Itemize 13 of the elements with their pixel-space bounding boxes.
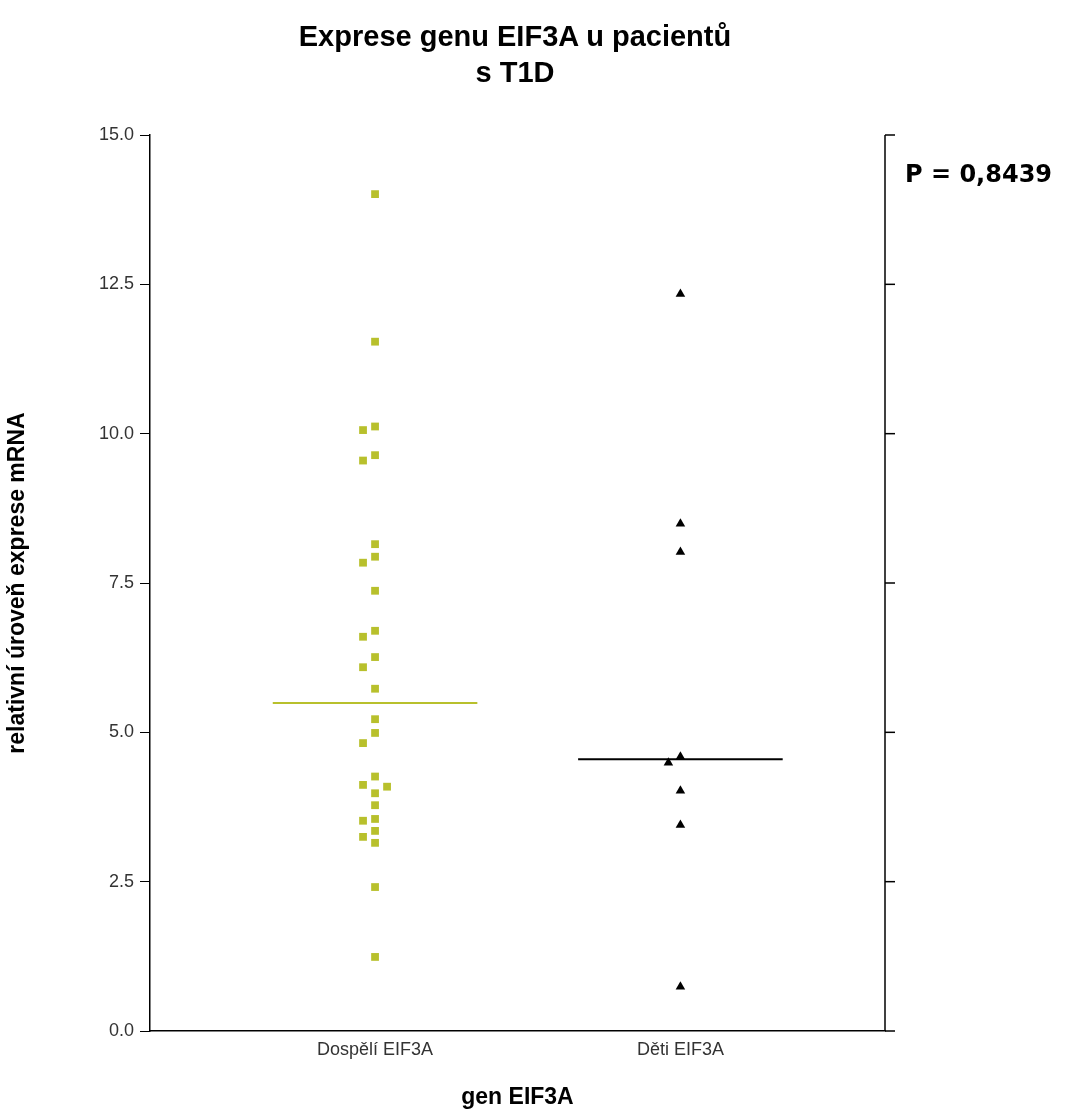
y-axis-title: relativní úroveň exprese mRNA <box>3 412 30 754</box>
chart-title: Exprese genu EIF3A u pacientů s T1D <box>297 19 733 90</box>
y-tick-label: 5.0 <box>108 721 134 742</box>
y-tick-label: 10.0 <box>98 422 134 443</box>
x-tick-label: Dospělí EIF3A <box>317 1038 434 1059</box>
y-tick-label: 12.5 <box>98 273 134 294</box>
y-tick-label: 7.5 <box>108 571 134 592</box>
y-tick-label: 15.0 <box>98 123 134 144</box>
x-tick-label: Děti EIF3A <box>636 1038 724 1059</box>
y-tick-label: 2.5 <box>108 870 134 891</box>
text: P = 0,8439 <box>905 160 1053 188</box>
y-tick-label: 0.0 <box>108 1019 134 1040</box>
x-axis-title: gen EIF3A <box>461 1082 574 1109</box>
